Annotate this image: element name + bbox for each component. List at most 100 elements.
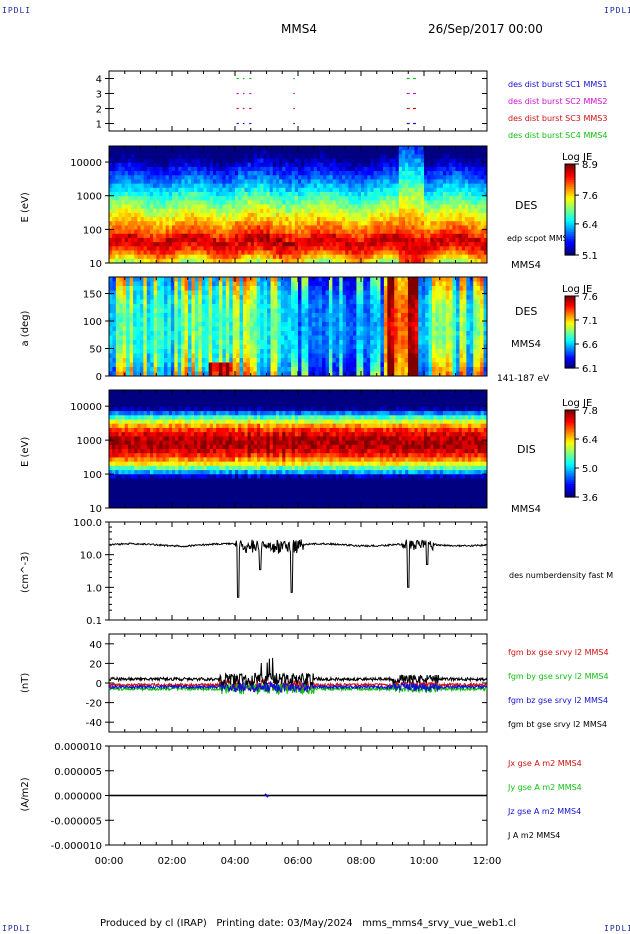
des-energy-cell bbox=[140, 258, 145, 264]
des-pitch-cell bbox=[191, 362, 196, 368]
des-energy-cell bbox=[326, 242, 330, 247]
des-pitch-cell bbox=[218, 277, 223, 282]
des-energy-cell bbox=[112, 154, 116, 160]
des-energy-cell bbox=[137, 225, 141, 231]
des-energy-cell bbox=[272, 204, 277, 210]
des-energy-cell bbox=[420, 166, 425, 172]
des-energy-cell bbox=[364, 175, 368, 180]
des-energy-cell bbox=[414, 179, 419, 185]
des-energy-cell bbox=[298, 208, 302, 214]
des-energy-cell bbox=[294, 217, 299, 222]
des-pitch-cell bbox=[249, 326, 254, 332]
des-energy-cell bbox=[389, 221, 393, 226]
des-pitch-cell bbox=[205, 295, 210, 300]
des-energy-cell bbox=[247, 221, 252, 226]
des-energy-cell bbox=[165, 162, 170, 168]
des-pitch-cell bbox=[222, 335, 227, 341]
des-energy-cell bbox=[414, 171, 419, 176]
des-energy-cell bbox=[282, 191, 286, 197]
des-energy-cell bbox=[335, 204, 340, 210]
des-pitch-cell bbox=[263, 308, 268, 314]
des-energy-cell bbox=[168, 254, 173, 260]
des-energy-cell bbox=[395, 200, 400, 205]
des-energy-cell bbox=[109, 175, 113, 180]
des-energy-cell bbox=[354, 242, 359, 247]
des-energy-cell bbox=[206, 162, 211, 168]
des-pitch-cell bbox=[150, 295, 155, 300]
des-pitch-cell bbox=[315, 367, 320, 372]
corner-label-top-right: IPDLI bbox=[604, 6, 630, 15]
des-energy-cell bbox=[115, 166, 119, 172]
des-energy-cell bbox=[464, 166, 469, 172]
des-pitch-cell bbox=[318, 304, 323, 309]
des-pitch-cell bbox=[119, 358, 124, 363]
des-energy-cell bbox=[209, 258, 214, 264]
des-energy-cell bbox=[480, 217, 485, 222]
des-pitch-cell bbox=[153, 277, 158, 282]
des-energy-cell bbox=[417, 171, 422, 176]
des-energy-cell bbox=[357, 246, 362, 251]
des-energy-cell bbox=[124, 146, 129, 151]
des-energy-cell bbox=[323, 217, 327, 222]
des-energy-cell bbox=[417, 196, 422, 201]
des-energy-cell bbox=[455, 258, 460, 264]
des-energy-cell bbox=[332, 246, 337, 251]
des-energy-cell bbox=[235, 166, 239, 172]
des-energy-cell bbox=[285, 187, 290, 193]
des-energy-cell bbox=[364, 225, 368, 231]
des-energy-cell bbox=[307, 154, 312, 160]
des-energy-cell bbox=[124, 221, 129, 226]
des-energy-cell bbox=[354, 237, 359, 243]
des-pitch-cell bbox=[260, 286, 265, 291]
des-energy-cell bbox=[401, 250, 406, 256]
des-energy-cell bbox=[310, 187, 315, 193]
des-energy-cell bbox=[348, 225, 353, 231]
des-energy-cell bbox=[433, 229, 438, 235]
des-energy-color-step bbox=[565, 252, 575, 256]
des-pitch-cell bbox=[115, 286, 120, 291]
des-pitch-cell bbox=[232, 308, 237, 314]
des-energy-cell bbox=[118, 191, 123, 197]
des-energy-cell bbox=[190, 171, 195, 176]
des-pitch-cell bbox=[115, 344, 120, 350]
des-energy-cell bbox=[294, 146, 299, 151]
des-pitch-cell bbox=[177, 349, 182, 354]
des-energy-cell bbox=[257, 233, 261, 239]
des-energy-cell bbox=[338, 196, 343, 201]
des-energy-cell bbox=[461, 150, 466, 155]
des-energy-cell bbox=[244, 217, 249, 222]
des-pitch-cell bbox=[318, 335, 323, 341]
des-energy-cell bbox=[342, 237, 346, 243]
des-energy-cell bbox=[153, 150, 157, 155]
des-energy-cell bbox=[304, 154, 308, 160]
des-energy-cell bbox=[326, 196, 330, 201]
des-pitch-cell bbox=[236, 349, 241, 354]
des-energy-cell bbox=[250, 179, 255, 185]
des-energy-cell bbox=[326, 179, 330, 185]
des-pitch-cell bbox=[218, 295, 223, 300]
des-pitch-cell bbox=[229, 362, 234, 368]
des-energy-cell bbox=[165, 146, 170, 151]
des-energy-cell bbox=[424, 166, 428, 172]
des-energy-cell bbox=[298, 250, 302, 256]
des-energy-cell bbox=[159, 258, 164, 264]
des-pitch-cell bbox=[212, 286, 217, 291]
des-energy-cell bbox=[430, 237, 434, 243]
des-energy-cell bbox=[279, 217, 283, 222]
des-energy-cell bbox=[329, 233, 334, 239]
des-pitch-cell bbox=[126, 281, 131, 287]
des-energy-cell bbox=[405, 150, 409, 155]
des-pitch-cell bbox=[112, 344, 117, 350]
des-pitch-cell bbox=[308, 362, 313, 368]
des-energy-cell bbox=[209, 175, 214, 180]
des-energy-cell bbox=[417, 258, 422, 264]
des-energy-cell bbox=[383, 154, 387, 160]
des-energy-cell bbox=[483, 146, 488, 151]
des-pitch-cell bbox=[188, 331, 192, 336]
des-energy-cell bbox=[373, 208, 378, 214]
des-pitch-cell bbox=[260, 326, 265, 332]
des-energy-cell bbox=[477, 229, 482, 235]
des-pitch-cell bbox=[129, 304, 134, 309]
des-pitch-cell bbox=[109, 371, 113, 377]
des-energy-cell bbox=[225, 146, 230, 151]
